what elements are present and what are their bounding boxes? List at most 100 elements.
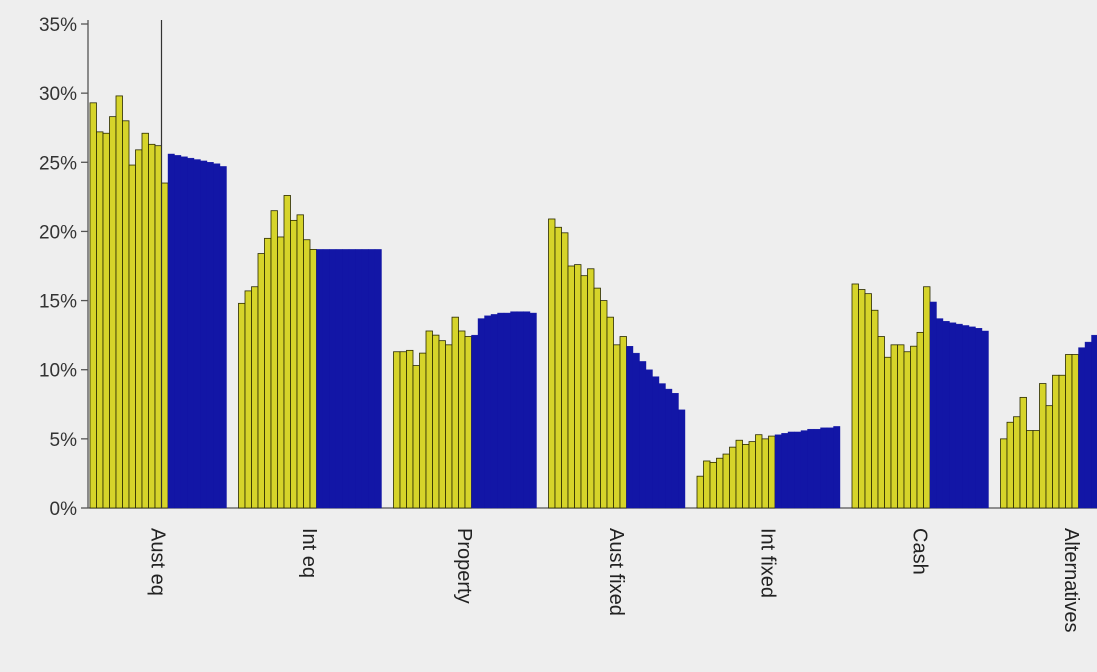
bar-yellow	[735, 439, 743, 509]
bar-yellow	[135, 149, 143, 509]
bar-yellow	[593, 287, 601, 509]
bar-blue	[949, 322, 957, 509]
bar-yellow	[890, 344, 898, 509]
bar-yellow	[755, 434, 763, 509]
bar-blue	[484, 315, 492, 509]
bar-yellow	[438, 340, 446, 509]
bar-blue	[1078, 347, 1086, 509]
bar-yellow	[154, 145, 162, 509]
bar-yellow	[561, 232, 569, 509]
bar-yellow	[238, 302, 246, 509]
bar-yellow	[864, 293, 872, 509]
bar-yellow	[419, 352, 427, 509]
bar-blue	[639, 361, 647, 509]
bar-yellow	[554, 226, 562, 509]
bar-blue	[497, 312, 505, 509]
bar-yellow	[309, 249, 317, 509]
bar-yellow	[244, 290, 252, 509]
bar-blue	[335, 249, 343, 509]
bar-yellow	[393, 351, 401, 509]
bar-blue	[929, 301, 937, 509]
bar-blue	[813, 428, 821, 509]
bar-yellow	[703, 460, 711, 509]
bar-yellow	[1000, 438, 1008, 509]
bar-yellow	[257, 253, 265, 509]
bar-yellow	[709, 461, 717, 509]
bar-blue	[671, 393, 679, 509]
bar-blue	[503, 312, 511, 509]
bar-blue	[510, 311, 518, 509]
bar-blue	[632, 352, 640, 509]
bar-blue	[361, 249, 369, 509]
bar-yellow	[96, 131, 104, 509]
bar-blue	[368, 249, 376, 509]
category-label: Aust eq	[146, 528, 168, 596]
bar-blue	[1084, 341, 1092, 509]
bar-yellow	[290, 219, 298, 509]
y-tick-label: 25%	[39, 153, 77, 174]
bar-yellow	[432, 334, 440, 509]
bar-blue	[936, 318, 944, 509]
bar-blue	[219, 166, 227, 509]
bar-yellow	[858, 289, 866, 509]
bar-blue	[516, 311, 524, 509]
bar-yellow	[1026, 430, 1034, 509]
bar-yellow	[270, 210, 278, 509]
bar-yellow	[115, 95, 123, 509]
bar-blue	[374, 249, 382, 509]
bar-blue	[477, 318, 485, 509]
bar-blue	[774, 434, 782, 509]
category-label: Int eq	[298, 528, 320, 578]
bar-blue	[342, 249, 350, 509]
bar-yellow	[748, 441, 756, 509]
bar-yellow	[613, 344, 621, 509]
bar-yellow	[1065, 354, 1073, 509]
category-labels: Aust eq Int eq Property Aust fixed Int fixed…	[146, 528, 1082, 633]
bar-yellow	[742, 443, 750, 509]
y-tick-label: 35%	[39, 15, 77, 36]
bar-yellow	[128, 164, 136, 509]
bar-blue	[800, 430, 808, 509]
bar-yellow	[877, 336, 885, 509]
bar-blue	[942, 321, 950, 509]
category-label: Property	[453, 528, 475, 604]
bar-yellow	[1013, 416, 1021, 509]
bar-blue	[471, 334, 479, 509]
bar-blue	[167, 153, 175, 509]
bar-blue	[529, 312, 537, 509]
bar-yellow	[716, 457, 724, 509]
bar-blue	[645, 369, 653, 509]
bar-yellow	[871, 309, 879, 509]
bar-blue	[787, 431, 795, 509]
bar-yellow	[910, 345, 918, 509]
bar-blue	[322, 249, 330, 509]
bar-yellow	[109, 116, 117, 509]
bar-blue	[187, 157, 195, 509]
bar-yellow	[399, 351, 407, 509]
bar-yellow	[464, 336, 472, 509]
bar-yellow	[425, 330, 433, 509]
bar-yellow	[412, 365, 420, 509]
bar-blue	[807, 428, 815, 509]
category-label: Aust fixed	[605, 528, 627, 616]
bar-yellow	[264, 237, 272, 509]
bar-yellow	[277, 236, 285, 509]
bar-blue	[206, 162, 214, 509]
y-tick-label: 30%	[39, 84, 77, 105]
bar-yellow	[303, 239, 311, 509]
bar-yellow	[458, 330, 466, 509]
bar-blue	[658, 383, 666, 509]
bar-yellow	[89, 102, 97, 509]
bar-blue	[781, 433, 789, 509]
y-tick-label: 20%	[39, 222, 77, 243]
bar-blue	[213, 163, 221, 509]
y-tick-label: 5%	[50, 430, 78, 451]
bar-yellow	[851, 283, 859, 509]
bar-yellow	[722, 453, 730, 509]
bar-yellow	[567, 265, 575, 509]
bar-yellow	[761, 438, 769, 509]
bar-blue	[523, 311, 531, 509]
bar-yellow	[1045, 405, 1053, 509]
bar-yellow	[141, 132, 149, 509]
